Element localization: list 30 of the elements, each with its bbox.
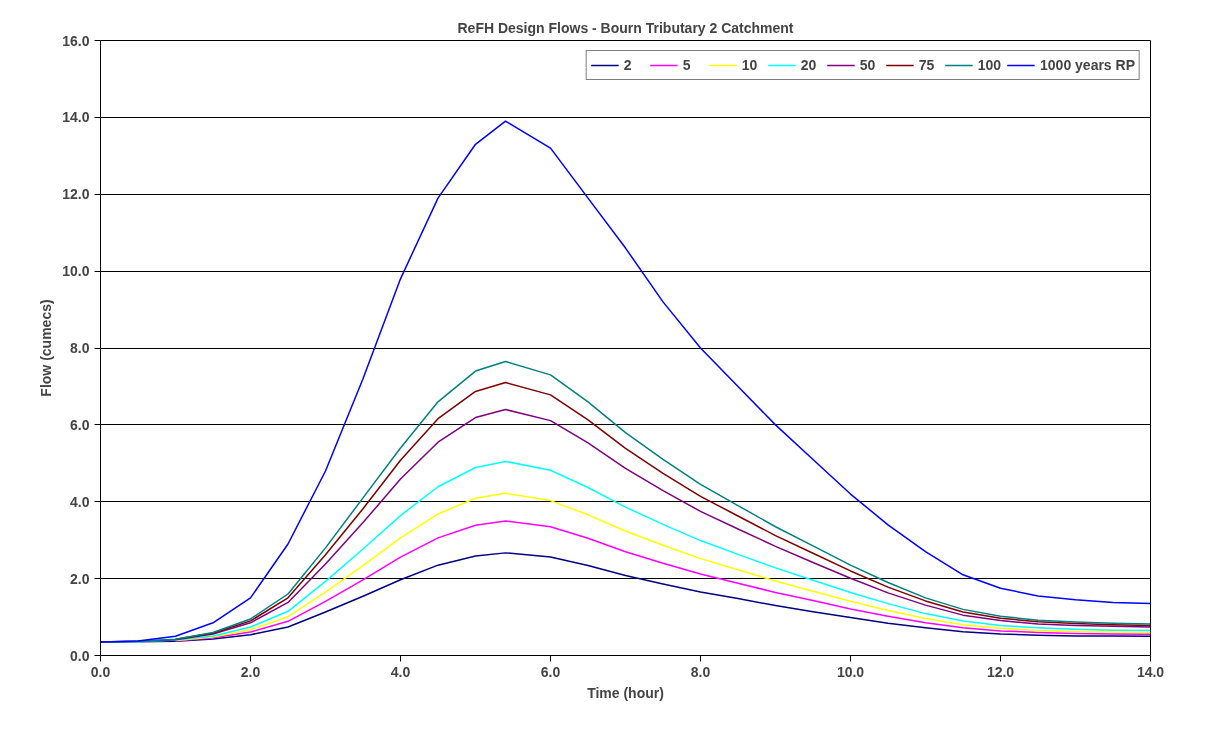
- legend-label: 20: [800, 57, 818, 73]
- legend-label: 1000 years RP: [1040, 57, 1135, 73]
- y-axis-title: Flow (cumecs): [38, 299, 55, 397]
- y-tick-label: 4.0: [70, 493, 90, 510]
- line-series: [100, 120, 1151, 643]
- x-tick-label: 0.0: [90, 663, 111, 680]
- line-series: [174, 520, 1151, 642]
- y-tick-label: 12.0: [62, 186, 90, 203]
- legend-label: 5: [682, 57, 692, 73]
- x-tick-label: 4.0: [390, 663, 411, 680]
- x-tick-label: 10.0: [836, 663, 865, 680]
- y-tick-label: 2.0: [70, 570, 90, 587]
- legend-label: 10: [741, 57, 759, 73]
- x-tick-label: 8.0: [690, 663, 711, 680]
- y-tick-label: 8.0: [70, 340, 90, 356]
- y-tick-label: 10.0: [62, 263, 90, 280]
- x-tick-label: 14.0: [1136, 663, 1165, 680]
- legend-label: 100: [977, 57, 1002, 73]
- y-tick-label: 14.0: [62, 109, 90, 126]
- x-tick-label: 6.0: [540, 663, 561, 680]
- y-tick-label: 6.0: [70, 416, 90, 433]
- y-tick-label: 0.0: [70, 647, 90, 664]
- legend-label: 2: [623, 57, 633, 73]
- y-tick-label: 16.0: [62, 32, 90, 49]
- legend-label: 50: [859, 57, 877, 73]
- chart-title: ReFH Design Flows - Bourn Tributary 2 Catchment: [457, 19, 794, 36]
- x-tick-label: 2.0: [240, 663, 261, 680]
- x-tick-label: 12.0: [986, 663, 1015, 680]
- legend-label: 75: [918, 57, 936, 73]
- x-axis-title: Time (hour): [587, 684, 664, 701]
